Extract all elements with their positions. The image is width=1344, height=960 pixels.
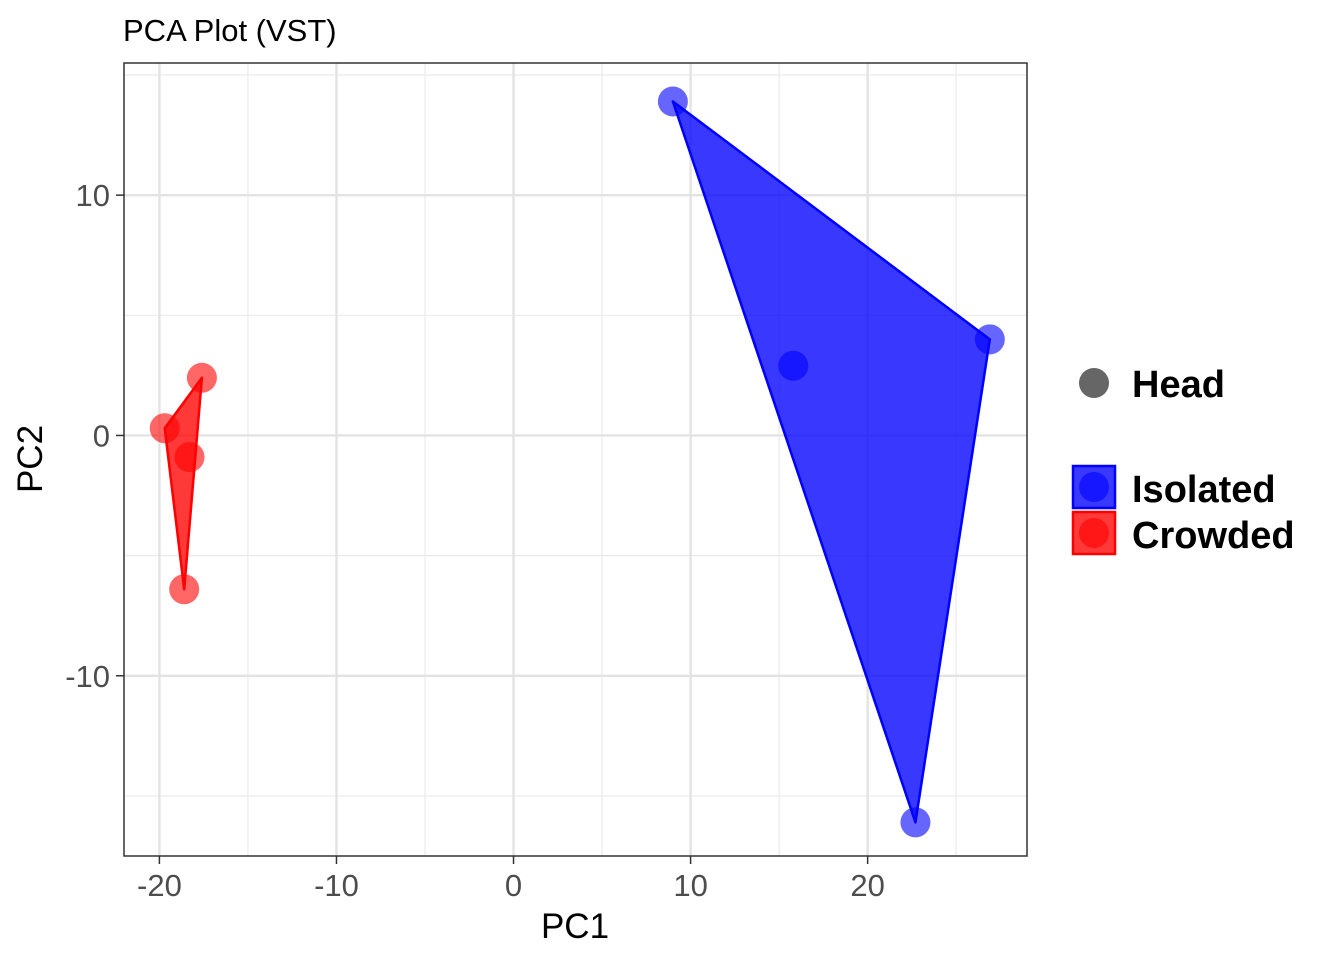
legend-shape-key — [1079, 368, 1109, 398]
y-tick-label: 10 — [76, 178, 110, 213]
point-isolated — [900, 807, 931, 838]
plot-panel — [123, 62, 1028, 857]
y-tick-label: 0 — [93, 418, 110, 453]
legend-label-isolated: Isolated — [1132, 469, 1276, 511]
legend-label-crowded: Crowded — [1132, 515, 1295, 557]
y-tick-label: -10 — [65, 659, 110, 694]
panel-border — [123, 62, 1028, 857]
point-isolated — [657, 86, 688, 117]
legend-key-point-crowded — [1079, 518, 1109, 548]
data-points — [149, 86, 1005, 838]
x-tick-label: 0 — [505, 868, 522, 903]
x-tick-label: 10 — [673, 868, 707, 903]
point-crowded — [149, 413, 180, 444]
point-crowded — [174, 442, 205, 473]
y-axis-title: PC2 — [11, 425, 50, 493]
point-crowded — [169, 574, 200, 605]
x-tick-label: -20 — [137, 868, 182, 903]
hull-isolated — [671, 100, 992, 824]
x-axis: -20 -10 0 10 20 — [137, 856, 885, 903]
point-isolated — [778, 350, 809, 381]
point-isolated — [974, 324, 1005, 355]
point-crowded — [186, 362, 217, 393]
chart-title: PCA Plot (VST) — [123, 13, 337, 48]
legend-key-point-isolated — [1079, 472, 1109, 502]
x-tick-label: 20 — [850, 868, 884, 903]
x-axis-title: PC1 — [541, 907, 609, 946]
legend-label-head: Head — [1132, 364, 1225, 406]
y-axis: -10 0 10 — [65, 178, 124, 694]
x-tick-label: -10 — [314, 868, 359, 903]
